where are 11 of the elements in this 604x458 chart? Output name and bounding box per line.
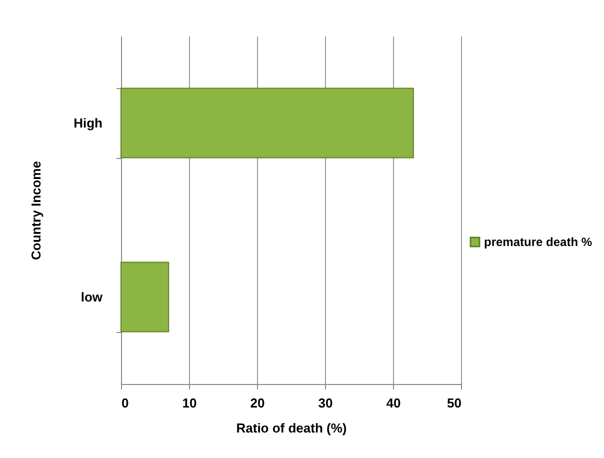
y-axis-title: Country Income	[28, 161, 44, 260]
legend-label: premature death %	[484, 235, 592, 249]
x-tick-label: 10	[182, 396, 197, 410]
y-tick-label: High	[74, 116, 103, 130]
x-tick-label: 50	[447, 396, 462, 410]
x-tick-label: 30	[318, 396, 333, 410]
x-axis-title: Ratio of death (%)	[236, 420, 347, 436]
x-tick-label: 20	[250, 396, 265, 410]
x-tick-label: 0	[122, 396, 129, 410]
y-tick-label: low	[80, 290, 104, 304]
x-tick-label: 40	[386, 396, 401, 410]
